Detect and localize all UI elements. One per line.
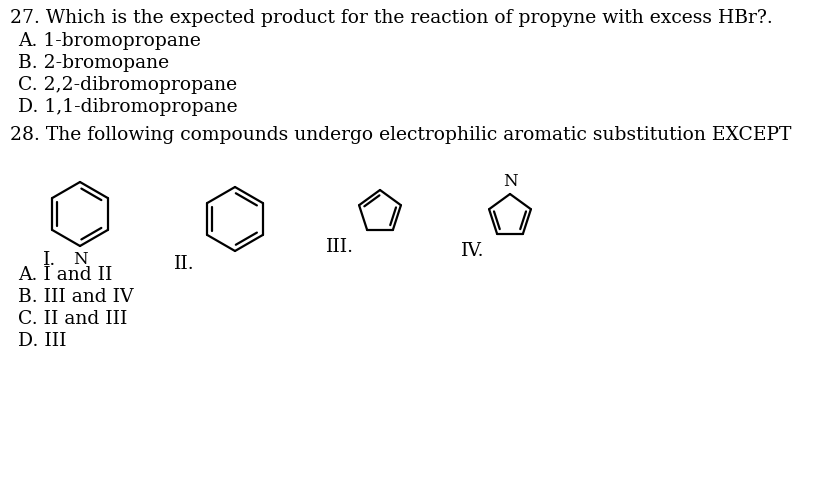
Text: A. 1-bromopropane: A. 1-bromopropane [18,32,201,50]
Text: B. III and IV: B. III and IV [18,288,134,306]
Text: C. II and III: C. II and III [18,310,127,328]
Text: D. III: D. III [18,332,67,350]
Text: II.: II. [175,255,195,273]
Text: III.: III. [326,238,354,256]
Text: 27. Which is the expected product for the reaction of propyne with excess HBr?.: 27. Which is the expected product for th… [10,9,772,27]
Text: B. 2-bromopane: B. 2-bromopane [18,54,169,72]
Text: N: N [73,251,87,268]
Text: D. 1,1-dibromopropane: D. 1,1-dibromopropane [18,98,237,116]
Text: IV.: IV. [461,242,484,260]
Text: A. I and II: A. I and II [18,266,112,284]
Text: I.: I. [43,251,56,269]
Text: N: N [502,173,517,190]
Text: C. 2,2-dibromopropane: C. 2,2-dibromopropane [18,76,237,94]
Text: 28. The following compounds undergo electrophilic aromatic substitution EXCEPT: 28. The following compounds undergo elec… [10,126,792,144]
